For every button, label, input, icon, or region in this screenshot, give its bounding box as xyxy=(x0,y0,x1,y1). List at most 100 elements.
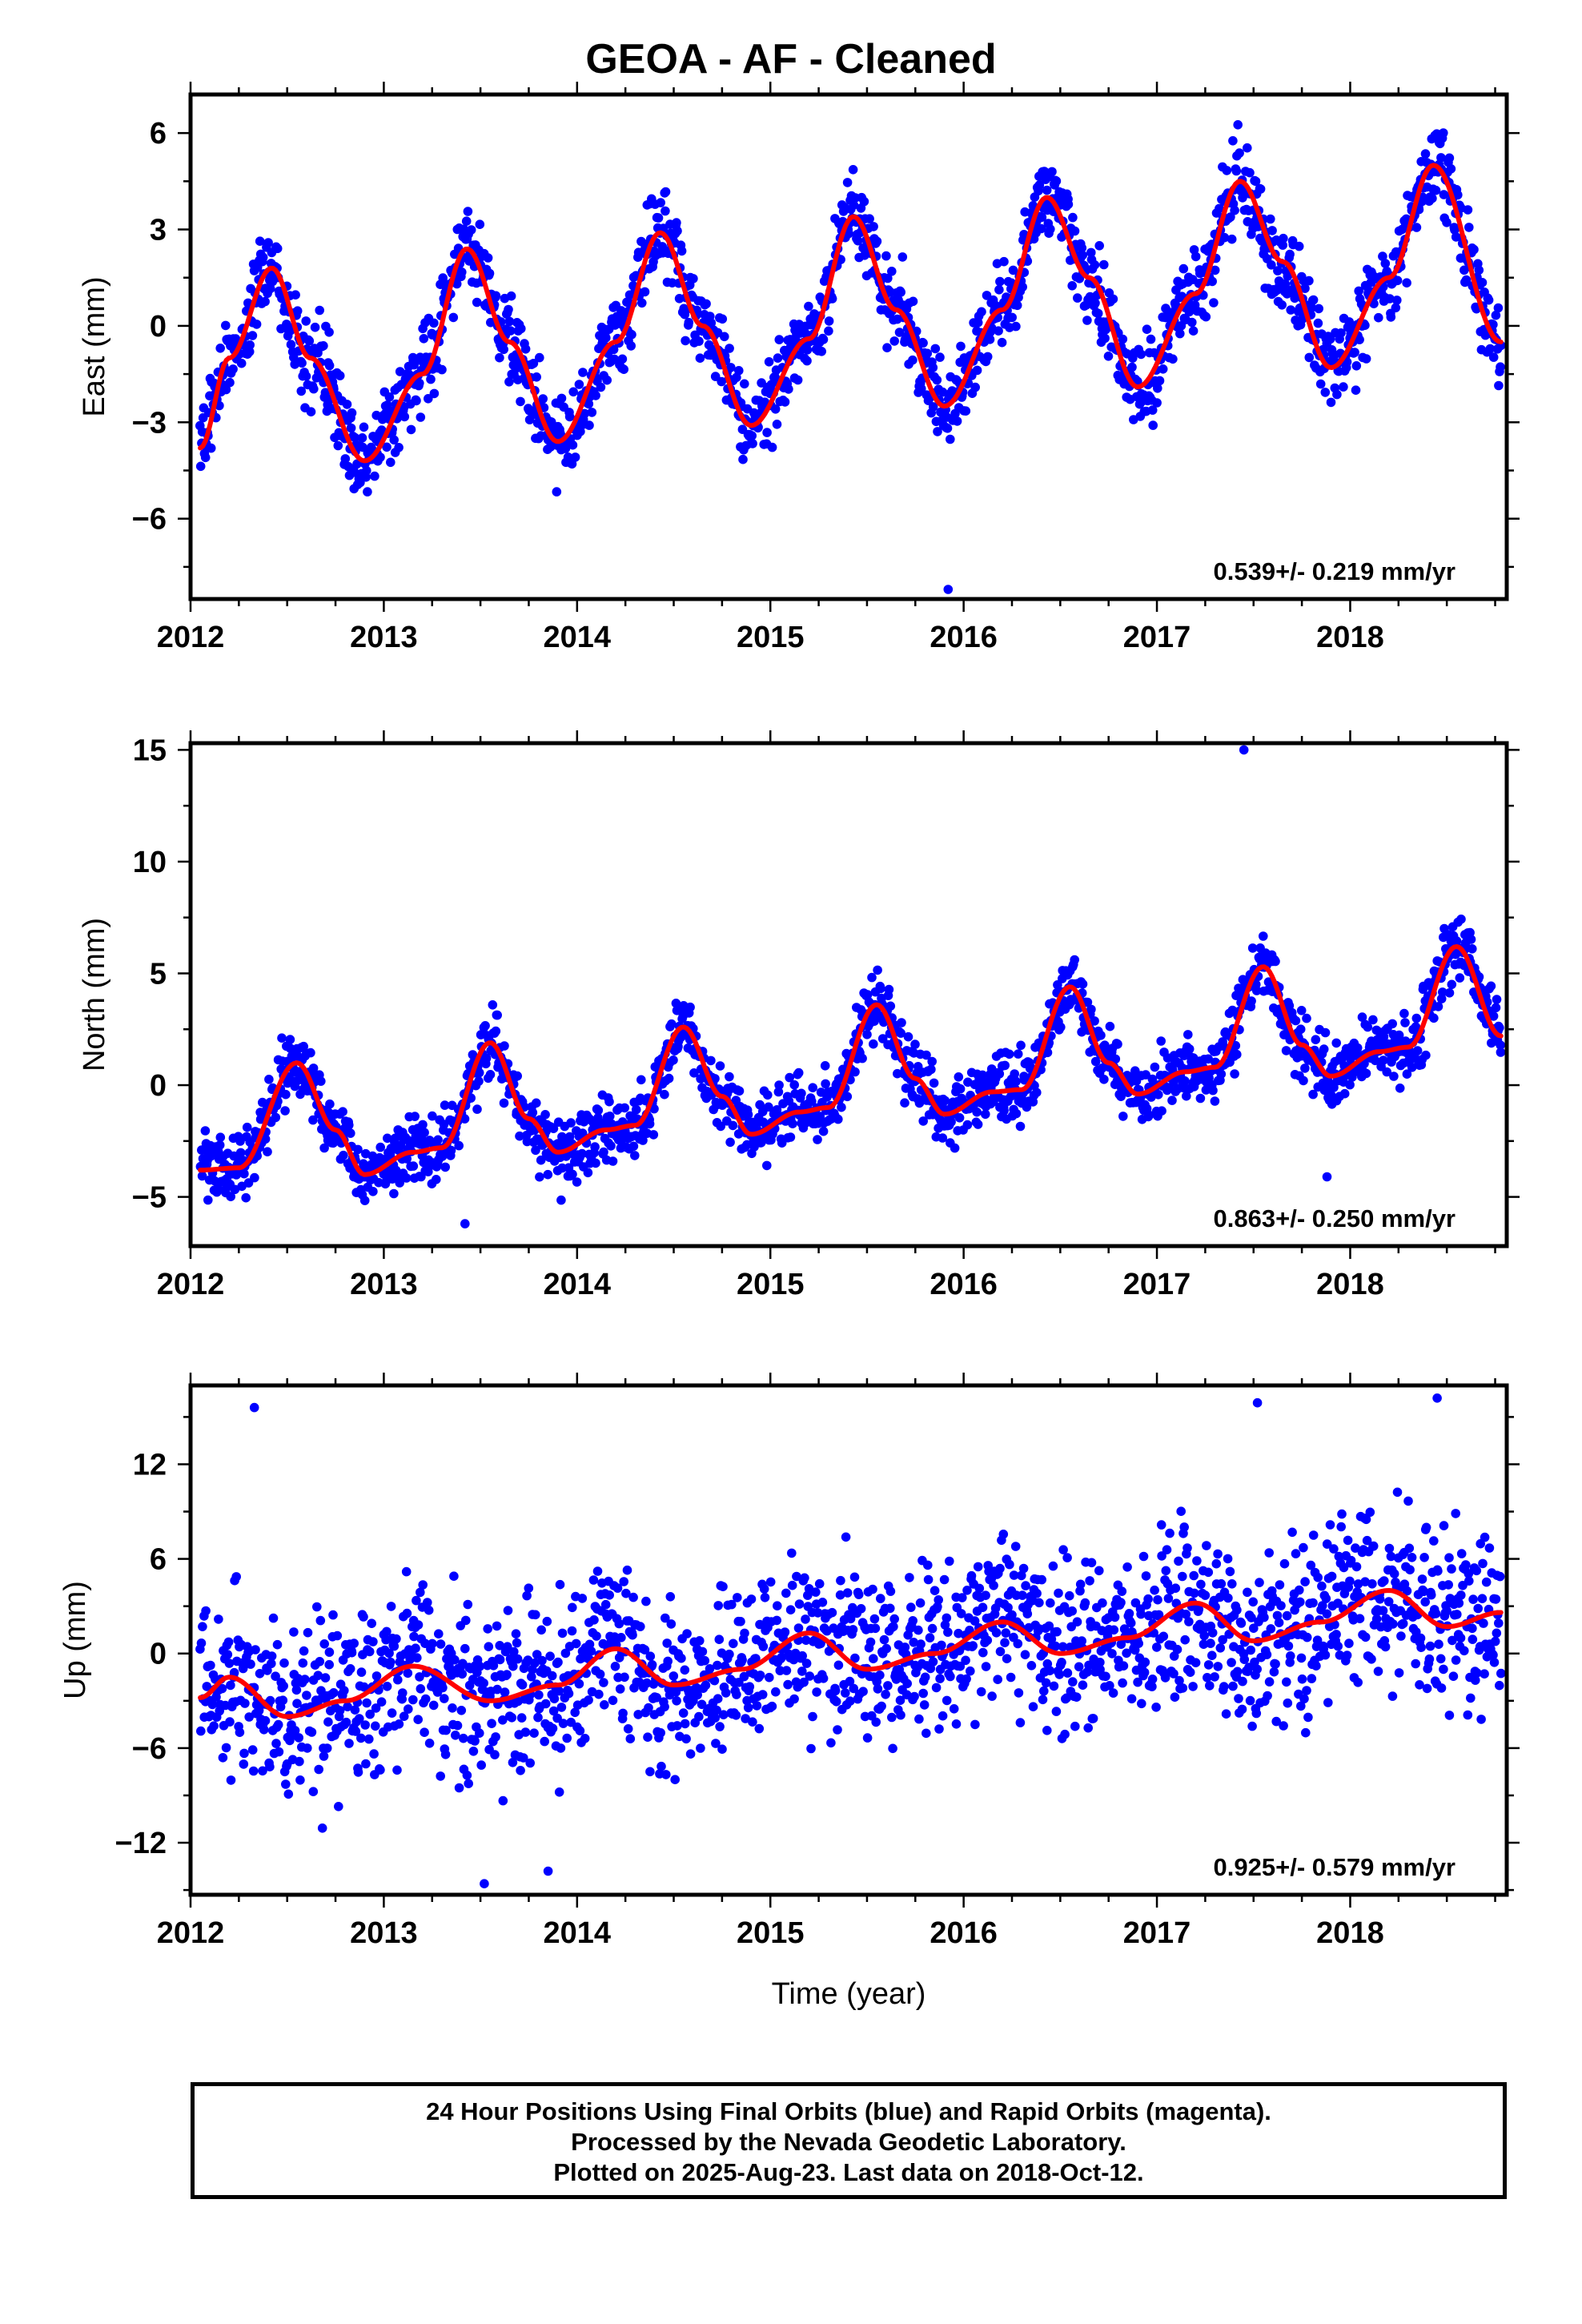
data-point xyxy=(588,1575,599,1585)
data-point xyxy=(857,1053,867,1063)
data-point xyxy=(942,1695,952,1706)
data-point xyxy=(1380,259,1391,268)
data-point xyxy=(954,1072,964,1082)
data-point xyxy=(239,1748,249,1759)
data-point xyxy=(974,1583,985,1594)
data-point xyxy=(286,340,296,350)
data-point xyxy=(771,1687,781,1697)
data-point xyxy=(701,299,711,309)
data-point xyxy=(695,1636,705,1646)
data-point xyxy=(272,243,283,254)
data-point xyxy=(347,408,357,418)
y-tick-label: 10 xyxy=(133,846,167,879)
data-point xyxy=(310,322,320,332)
data-point xyxy=(319,1639,330,1649)
data-point xyxy=(910,1039,920,1049)
data-point xyxy=(1090,1056,1101,1067)
data-point xyxy=(248,1766,259,1776)
data-point xyxy=(1493,303,1504,313)
data-point xyxy=(247,1745,258,1755)
data-point xyxy=(637,298,647,308)
data-point xyxy=(424,394,433,404)
x-tick-label: 2016 xyxy=(930,1268,998,1301)
data-point xyxy=(362,465,371,476)
data-point xyxy=(1251,176,1261,187)
data-point xyxy=(1461,275,1472,285)
data-point xyxy=(1015,1718,1026,1727)
data-point xyxy=(942,424,953,433)
data-point xyxy=(357,433,367,443)
data-point xyxy=(307,1727,317,1737)
data-point xyxy=(884,984,894,995)
data-point xyxy=(352,459,362,469)
data-point xyxy=(914,1714,924,1724)
data-point xyxy=(398,1688,408,1698)
y-tick-label: 5 xyxy=(150,957,167,991)
data-point xyxy=(548,1723,558,1734)
data-point xyxy=(364,1647,375,1657)
data-point xyxy=(1110,1054,1121,1064)
data-point xyxy=(938,1711,948,1721)
data-point xyxy=(989,1581,998,1590)
data-point xyxy=(472,297,482,308)
data-point xyxy=(386,1602,396,1611)
data-point xyxy=(614,1618,624,1629)
data-point xyxy=(985,335,995,344)
data-point xyxy=(774,1080,784,1090)
data-point xyxy=(1048,1561,1058,1571)
data-point xyxy=(994,285,1004,295)
data-point xyxy=(793,1623,804,1633)
data-point xyxy=(757,1690,768,1699)
data-point xyxy=(1216,1069,1227,1079)
data-point xyxy=(274,1747,284,1757)
data-point xyxy=(748,1717,757,1727)
data-point xyxy=(570,1707,580,1718)
data-point xyxy=(694,336,704,346)
data-point xyxy=(231,1170,242,1180)
data-point xyxy=(1402,278,1411,288)
data-point xyxy=(1010,1542,1021,1551)
data-point xyxy=(981,1662,991,1671)
data-point xyxy=(1363,1022,1373,1032)
data-point xyxy=(290,1726,300,1735)
data-point xyxy=(1042,1047,1053,1058)
data-point xyxy=(845,1696,855,1706)
data-point xyxy=(680,1719,690,1729)
data-point xyxy=(1168,354,1178,364)
data-point xyxy=(775,1666,785,1675)
data-point xyxy=(543,1169,553,1180)
data-point xyxy=(1082,997,1093,1007)
data-point xyxy=(684,317,694,328)
data-point xyxy=(454,1783,464,1793)
data-point xyxy=(350,432,360,443)
data-point xyxy=(915,1598,926,1608)
data-point xyxy=(391,1634,401,1644)
data-point xyxy=(652,1693,661,1703)
data-point xyxy=(772,420,782,429)
data-point xyxy=(1034,180,1045,190)
data-point xyxy=(873,965,882,975)
data-point xyxy=(841,1532,851,1542)
data-point xyxy=(267,1659,276,1669)
data-point xyxy=(1466,935,1476,944)
data-point xyxy=(751,1654,761,1663)
data-point xyxy=(1086,247,1096,258)
data-point xyxy=(221,384,231,395)
y-tick-label: 3 xyxy=(150,214,167,247)
data-point xyxy=(950,1143,960,1153)
data-point xyxy=(415,1672,424,1682)
data-point xyxy=(568,387,578,397)
data-point xyxy=(671,999,681,1008)
data-point xyxy=(755,1671,765,1680)
data-point xyxy=(942,1613,952,1623)
data-point xyxy=(1009,1570,1019,1580)
data-point xyxy=(525,1758,535,1768)
data-point xyxy=(386,457,396,468)
data-point xyxy=(1474,265,1484,275)
data-point xyxy=(938,1133,948,1143)
data-point xyxy=(835,1590,845,1600)
data-point xyxy=(804,301,813,312)
data-point xyxy=(503,1642,512,1651)
data-point xyxy=(300,1675,310,1684)
data-point xyxy=(313,1671,323,1680)
